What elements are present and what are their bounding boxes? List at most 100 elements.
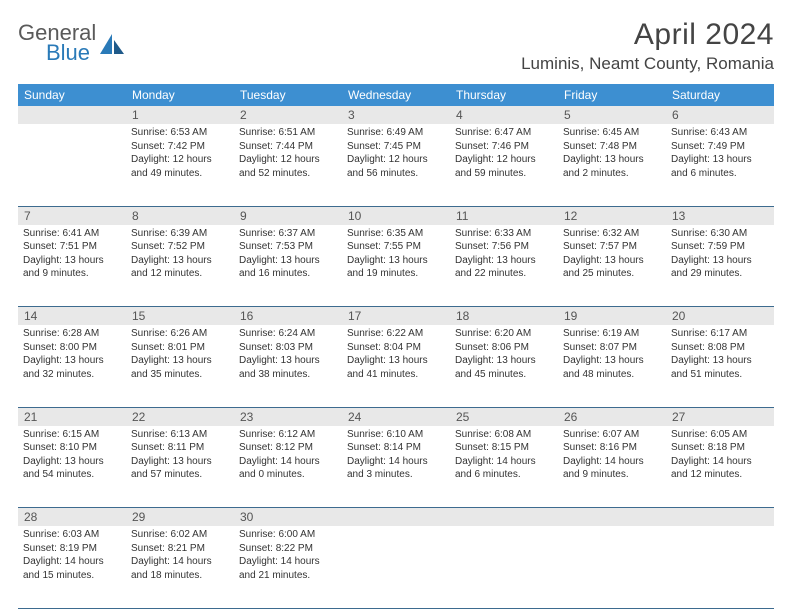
day-number: 10 <box>342 206 450 225</box>
day-details: Sunrise: 6:17 AMSunset: 8:08 PMDaylight:… <box>666 325 774 384</box>
detail-line: Daylight: 13 hours and 54 minutes. <box>23 455 121 482</box>
detail-line: Sunset: 7:42 PM <box>131 140 229 154</box>
day-cell: Sunrise: 6:17 AMSunset: 8:08 PMDaylight:… <box>666 325 774 407</box>
detail-line: Sunset: 8:08 PM <box>671 341 769 355</box>
day-header: Saturday <box>666 84 774 106</box>
day-cell: Sunrise: 6:30 AMSunset: 7:59 PMDaylight:… <box>666 225 774 307</box>
day-details: Sunrise: 6:12 AMSunset: 8:12 PMDaylight:… <box>234 426 342 485</box>
detail-line: Sunrise: 6:22 AM <box>347 327 445 341</box>
daynum-row: 123456 <box>18 106 774 124</box>
day-cell: Sunrise: 6:43 AMSunset: 7:49 PMDaylight:… <box>666 124 774 206</box>
day-number: 28 <box>18 508 126 527</box>
detail-line: Daylight: 13 hours and 32 minutes. <box>23 354 121 381</box>
day-cell: Sunrise: 6:02 AMSunset: 8:21 PMDaylight:… <box>126 526 234 608</box>
detail-line: Sunset: 7:44 PM <box>239 140 337 154</box>
day-header: Wednesday <box>342 84 450 106</box>
detail-line: Sunset: 8:00 PM <box>23 341 121 355</box>
detail-line: Daylight: 13 hours and 45 minutes. <box>455 354 553 381</box>
day-header: Tuesday <box>234 84 342 106</box>
detail-line: Daylight: 13 hours and 25 minutes. <box>563 254 661 281</box>
day-number: 14 <box>18 307 126 326</box>
daynum-row: 21222324252627 <box>18 407 774 426</box>
day-details: Sunrise: 6:02 AMSunset: 8:21 PMDaylight:… <box>126 526 234 585</box>
day-details: Sunrise: 6:00 AMSunset: 8:22 PMDaylight:… <box>234 526 342 585</box>
day-cell: Sunrise: 6:15 AMSunset: 8:10 PMDaylight:… <box>18 426 126 508</box>
detail-line: Daylight: 12 hours and 59 minutes. <box>455 153 553 180</box>
title-block: April 2024 Luminis, Neamt County, Romani… <box>521 18 774 74</box>
detail-line: Sunrise: 6:02 AM <box>131 528 229 542</box>
calendar-table: SundayMondayTuesdayWednesdayThursdayFrid… <box>18 84 774 609</box>
day-cell: Sunrise: 6:26 AMSunset: 8:01 PMDaylight:… <box>126 325 234 407</box>
day-number: 27 <box>666 407 774 426</box>
day-number: 22 <box>126 407 234 426</box>
detail-line: Sunset: 7:46 PM <box>455 140 553 154</box>
day-cell: Sunrise: 6:53 AMSunset: 7:42 PMDaylight:… <box>126 124 234 206</box>
brand-logo: General Blue <box>18 22 126 64</box>
day-number: 21 <box>18 407 126 426</box>
day-details: Sunrise: 6:13 AMSunset: 8:11 PMDaylight:… <box>126 426 234 485</box>
day-number <box>450 508 558 527</box>
detail-line: Sunset: 7:52 PM <box>131 240 229 254</box>
day-number: 3 <box>342 106 450 124</box>
day-cell: Sunrise: 6:49 AMSunset: 7:45 PMDaylight:… <box>342 124 450 206</box>
detail-line: Daylight: 13 hours and 35 minutes. <box>131 354 229 381</box>
detail-line: Sunrise: 6:32 AM <box>563 227 661 241</box>
detail-line: Sunrise: 6:28 AM <box>23 327 121 341</box>
detail-line: Sunset: 8:19 PM <box>23 542 121 556</box>
day-details: Sunrise: 6:35 AMSunset: 7:55 PMDaylight:… <box>342 225 450 284</box>
detail-line: Sunset: 8:10 PM <box>23 441 121 455</box>
detail-line: Daylight: 13 hours and 57 minutes. <box>131 455 229 482</box>
detail-line: Sunset: 7:55 PM <box>347 240 445 254</box>
detail-line: Sunset: 7:51 PM <box>23 240 121 254</box>
detail-line: Sunrise: 6:17 AM <box>671 327 769 341</box>
detail-line: Sunrise: 6:00 AM <box>239 528 337 542</box>
day-number: 9 <box>234 206 342 225</box>
detail-line: Sunrise: 6:43 AM <box>671 126 769 140</box>
day-cell <box>666 526 774 608</box>
detail-line: Sunrise: 6:45 AM <box>563 126 661 140</box>
day-details: Sunrise: 6:53 AMSunset: 7:42 PMDaylight:… <box>126 124 234 183</box>
detail-line: Daylight: 13 hours and 48 minutes. <box>563 354 661 381</box>
daynum-row: 282930 <box>18 508 774 527</box>
detail-line: Daylight: 13 hours and 22 minutes. <box>455 254 553 281</box>
day-cell: Sunrise: 6:22 AMSunset: 8:04 PMDaylight:… <box>342 325 450 407</box>
sail-icon <box>100 32 126 56</box>
detail-line: Sunset: 7:45 PM <box>347 140 445 154</box>
day-number: 16 <box>234 307 342 326</box>
day-cell: Sunrise: 6:37 AMSunset: 7:53 PMDaylight:… <box>234 225 342 307</box>
day-details: Sunrise: 6:45 AMSunset: 7:48 PMDaylight:… <box>558 124 666 183</box>
day-cell: Sunrise: 6:41 AMSunset: 7:51 PMDaylight:… <box>18 225 126 307</box>
calendar-body: 123456Sunrise: 6:53 AMSunset: 7:42 PMDay… <box>18 106 774 608</box>
day-header-row: SundayMondayTuesdayWednesdayThursdayFrid… <box>18 84 774 106</box>
detail-line: Daylight: 12 hours and 49 minutes. <box>131 153 229 180</box>
detail-line: Daylight: 14 hours and 18 minutes. <box>131 555 229 582</box>
day-details: Sunrise: 6:08 AMSunset: 8:15 PMDaylight:… <box>450 426 558 485</box>
day-cell: Sunrise: 6:47 AMSunset: 7:46 PMDaylight:… <box>450 124 558 206</box>
detail-line: Sunrise: 6:37 AM <box>239 227 337 241</box>
location: Luminis, Neamt County, Romania <box>521 54 774 74</box>
daynum-row: 78910111213 <box>18 206 774 225</box>
day-details: Sunrise: 6:26 AMSunset: 8:01 PMDaylight:… <box>126 325 234 384</box>
day-details: Sunrise: 6:05 AMSunset: 8:18 PMDaylight:… <box>666 426 774 485</box>
detail-line: Daylight: 13 hours and 41 minutes. <box>347 354 445 381</box>
day-cell <box>450 526 558 608</box>
day-number: 24 <box>342 407 450 426</box>
day-details: Sunrise: 6:39 AMSunset: 7:52 PMDaylight:… <box>126 225 234 284</box>
day-number: 25 <box>450 407 558 426</box>
detail-line: Daylight: 14 hours and 21 minutes. <box>239 555 337 582</box>
month-title: April 2024 <box>521 18 774 52</box>
day-number: 15 <box>126 307 234 326</box>
day-number: 5 <box>558 106 666 124</box>
detail-line: Sunrise: 6:53 AM <box>131 126 229 140</box>
detail-line: Sunset: 7:48 PM <box>563 140 661 154</box>
day-details: Sunrise: 6:47 AMSunset: 7:46 PMDaylight:… <box>450 124 558 183</box>
detail-line: Sunrise: 6:30 AM <box>671 227 769 241</box>
day-cell <box>342 526 450 608</box>
content-row: Sunrise: 6:28 AMSunset: 8:00 PMDaylight:… <box>18 325 774 407</box>
day-number: 23 <box>234 407 342 426</box>
detail-line: Daylight: 13 hours and 2 minutes. <box>563 153 661 180</box>
detail-line: Sunrise: 6:08 AM <box>455 428 553 442</box>
day-cell: Sunrise: 6:19 AMSunset: 8:07 PMDaylight:… <box>558 325 666 407</box>
detail-line: Daylight: 13 hours and 38 minutes. <box>239 354 337 381</box>
detail-line: Sunrise: 6:15 AM <box>23 428 121 442</box>
